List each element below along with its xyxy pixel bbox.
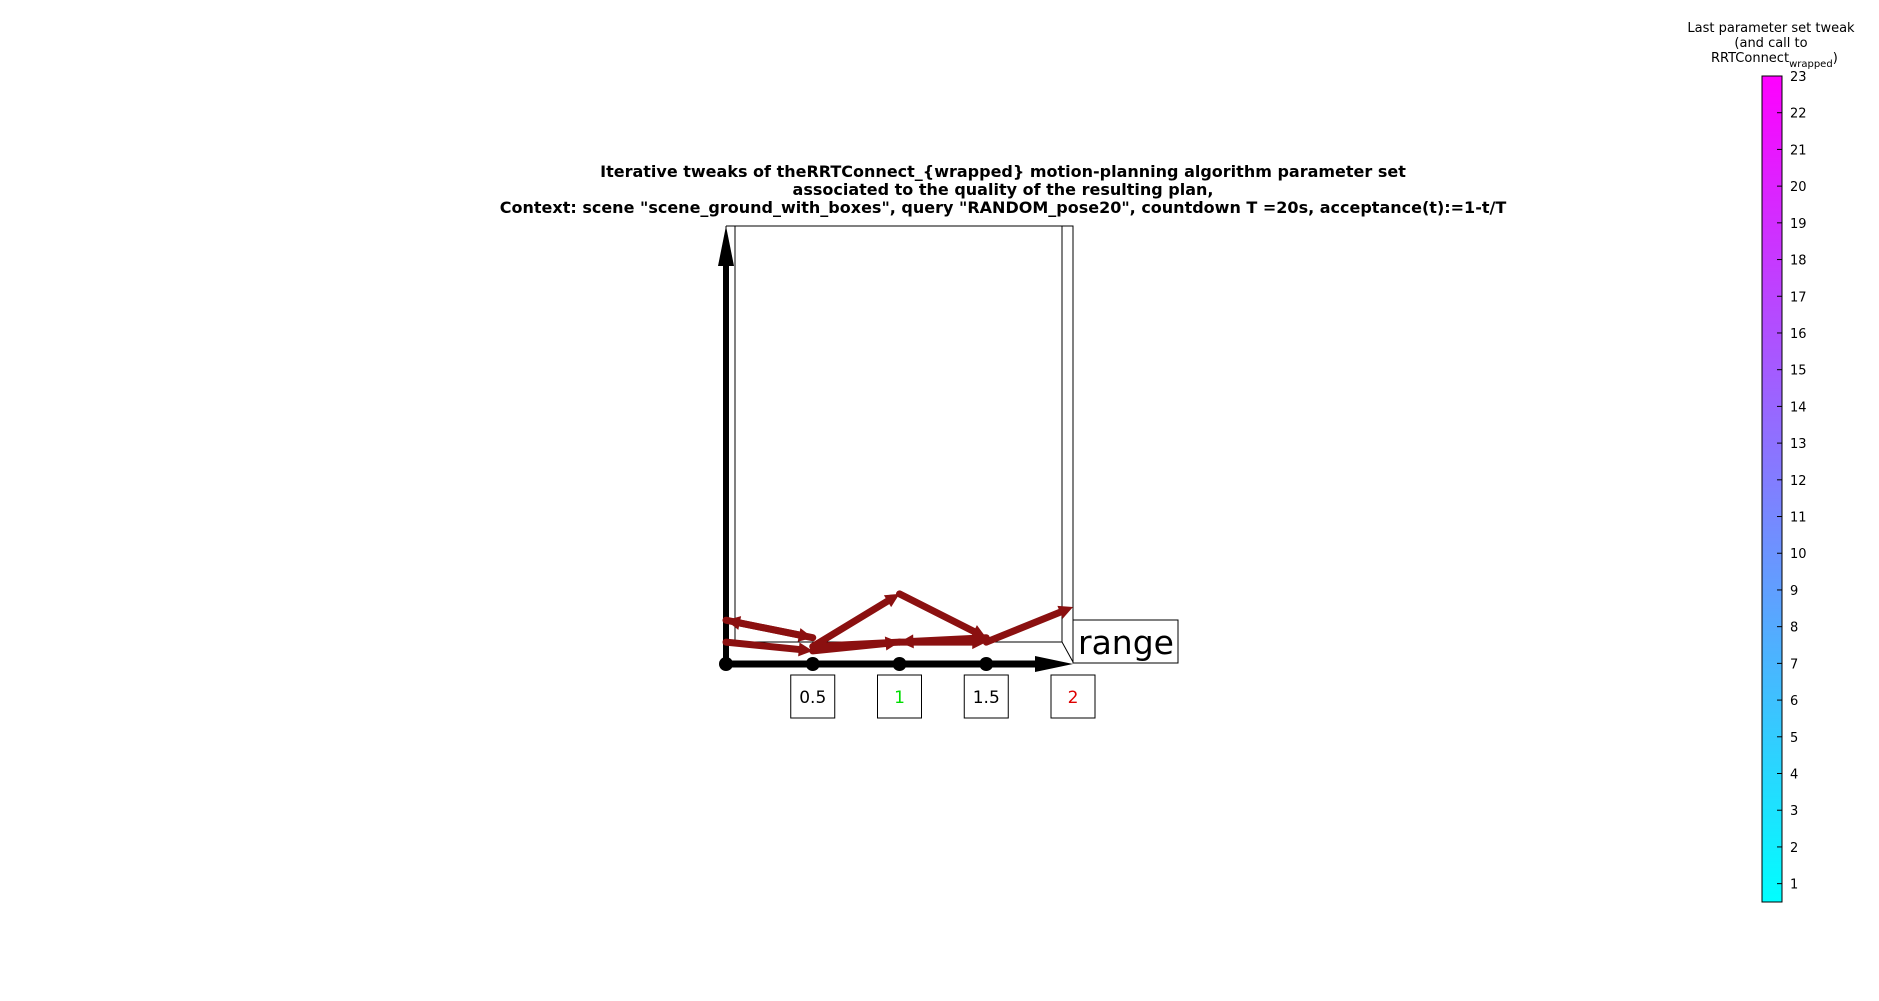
plot-box-back [734,225,1074,643]
colorbar-tick-label-13: 13 [1790,437,1807,452]
arrow-head-9 [1057,605,1073,619]
colorbar-tick-label-11: 11 [1790,511,1807,526]
chart-title: Iterative tweaks of theRRTConnect_{wrapp… [500,162,1507,217]
x-axis-arrowhead [1035,656,1073,672]
colorbar-tick-label-1: 1 [1790,878,1798,893]
arrow-2 [722,638,813,657]
colorbar-tick-label-21: 21 [1790,143,1807,158]
x-tick-dot-1 [892,657,907,671]
arrow-shaft-4 [823,638,903,650]
arrow-head-2 [798,642,813,657]
x-tick-label-1: 1 [894,688,905,708]
arrow-6 [896,590,987,638]
colorbar-tick-label-14: 14 [1790,400,1807,415]
x-axis-label: range [1072,619,1179,664]
arrow-head-8 [972,635,987,650]
colorbar-tick-label-4: 4 [1790,768,1798,783]
arrow-shaft-5 [809,597,892,650]
colorbar-title-main: RRTConnect [1711,51,1789,66]
colorbar-tick-label-16: 16 [1790,327,1807,342]
arrow-head-5 [883,593,900,608]
arrow-1 [726,616,817,642]
x-tick-label-0: 0.5 [799,688,826,708]
x-tick-label-box-1 [877,674,922,719]
x-tick-label-3: 2 [1068,688,1079,708]
x-axis-label-box [1072,619,1179,664]
x-tick-label-box-2 [963,674,1009,719]
colorbar-title-line-1: Last parameter set tweak [1687,21,1855,36]
x-tick-dot-0 [805,657,820,671]
x-tick-label-box-3 [1050,674,1096,719]
colorbar-gradient [1761,75,1783,903]
plot-box [725,225,1074,664]
x-axis-origin-dot [719,657,733,671]
arrow-9 [982,605,1073,646]
colorbar-tick-label-6: 6 [1790,694,1798,709]
arrow-5 [809,593,900,650]
plot-box-right-side [1061,225,1074,663]
arrow-shaft-6 [896,590,978,635]
colorbar-title-line-2: (and call to [1734,36,1807,51]
colorbar-tick-label-2: 2 [1790,841,1798,856]
colorbar-tick-label-23: 23 [1790,70,1807,85]
arrow-shaft-9 [982,608,1064,646]
x-tick-label-box-0 [790,674,836,719]
arrow-shaft-1 [736,619,817,642]
x-ticks: 0.5 1 1.5 2 [790,657,1096,719]
colorbar-tick-label-18: 18 [1790,254,1807,269]
colorbar-tick-label-9: 9 [1790,584,1798,599]
colorbar-tick-label-15: 15 [1790,364,1807,379]
chart-title-line-3: Context: scene "scene_ground_with_boxes"… [500,198,1507,217]
arrow-shaft-2 [722,638,803,653]
arrow-head-1 [726,616,742,630]
colorbar-tick-label-10: 10 [1790,547,1807,562]
colorbar-title-close: ) [1833,51,1838,66]
colorbar-tick-label-22: 22 [1790,107,1807,122]
chart-title-line-2: associated to the quality of the resulti… [793,180,1214,199]
colorbar-tick-label-8: 8 [1790,621,1798,636]
axes [718,226,1073,672]
colorbar: Last parameter set tweak (and call to RR… [1687,21,1855,903]
x-tick-dot-2 [979,657,994,671]
colorbar-tick-label-5: 5 [1790,731,1798,746]
colorbar-tick-label-7: 7 [1790,657,1798,672]
colorbar-title-subscript: wrapped [1789,59,1833,70]
chart-title-line-1: Iterative tweaks of theRRTConnect_{wrapp… [600,162,1406,181]
arrow-series [722,590,1073,657]
colorbar-tick-label-17: 17 [1790,290,1807,305]
colorbar-tick-label-20: 20 [1790,180,1807,195]
colorbar-tick-label-12: 12 [1790,474,1807,489]
colorbar-tick-label-19: 19 [1790,217,1807,232]
arrow-8 [896,635,987,650]
colorbar-title-line-3: RRTConnectwrapped) [1711,51,1838,70]
x-axis-label-text: range [1078,623,1174,662]
colorbar-tick-label-3: 3 [1790,804,1798,819]
y-axis-arrowhead [718,226,734,266]
x-tick-label-2: 1.5 [973,688,1000,708]
